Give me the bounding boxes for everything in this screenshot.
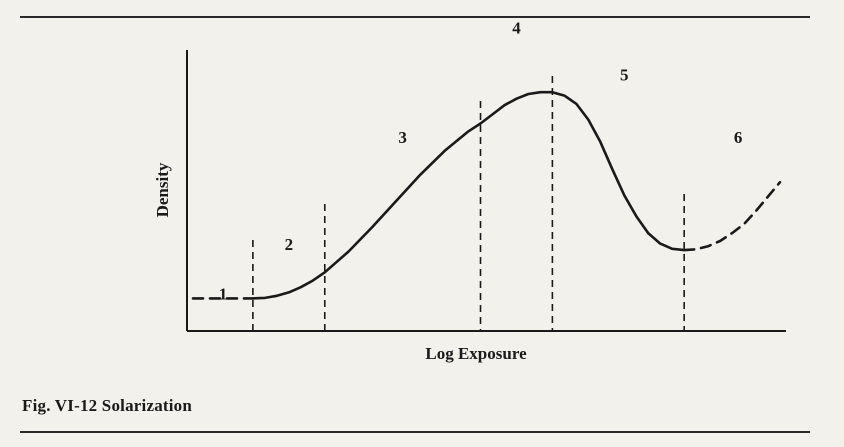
density-curve xyxy=(191,90,782,300)
curve-segment-3 xyxy=(682,180,782,252)
y-axis-label: Density xyxy=(153,162,172,217)
figure-caption: Fig. VI-12 Solarization xyxy=(22,396,193,415)
region-boundaries xyxy=(252,76,685,331)
top-rule xyxy=(20,16,810,18)
chart-axes xyxy=(186,50,786,332)
region-label-3: 3 xyxy=(398,128,407,147)
region-labels: 1 2 3 4 5 6 xyxy=(219,18,743,303)
curve-segment-2 xyxy=(251,90,686,300)
region-label-2: 2 xyxy=(285,235,294,254)
region-label-5: 5 xyxy=(620,65,629,84)
region-label-6: 6 xyxy=(734,128,743,147)
region-label-1: 1 xyxy=(219,285,228,304)
region-label-4: 4 xyxy=(512,18,521,37)
bottom-rule xyxy=(20,431,810,433)
x-axis-label: Log Exposure xyxy=(425,344,527,363)
